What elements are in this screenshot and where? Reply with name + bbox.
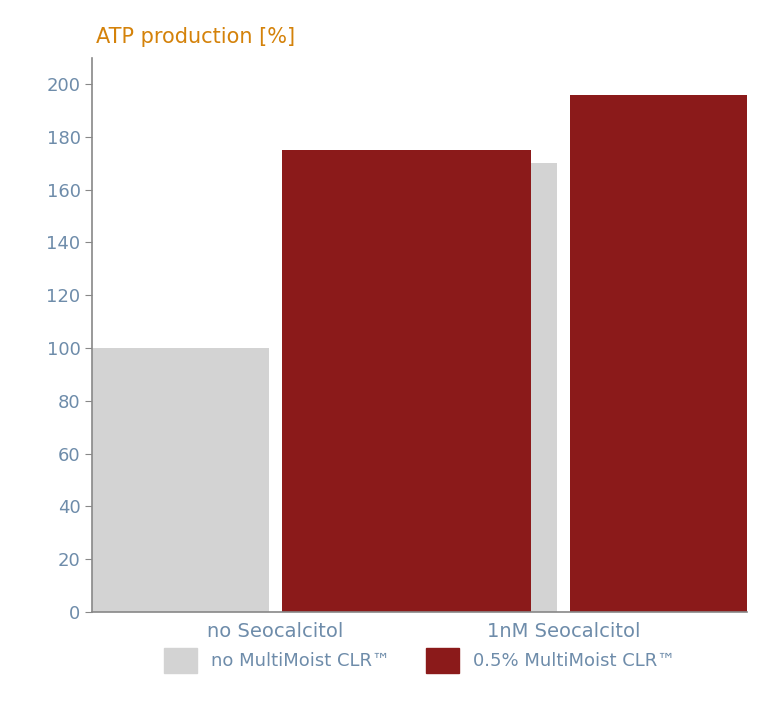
Legend: no MultiMoist CLR™, 0.5% MultiMoist CLR™: no MultiMoist CLR™, 0.5% MultiMoist CLR™ [157,641,682,680]
Bar [283,150,531,612]
Bar [570,94,770,612]
Bar [21,348,269,612]
Text: ATP production [%]: ATP production [%] [95,27,295,47]
Bar [308,163,557,612]
